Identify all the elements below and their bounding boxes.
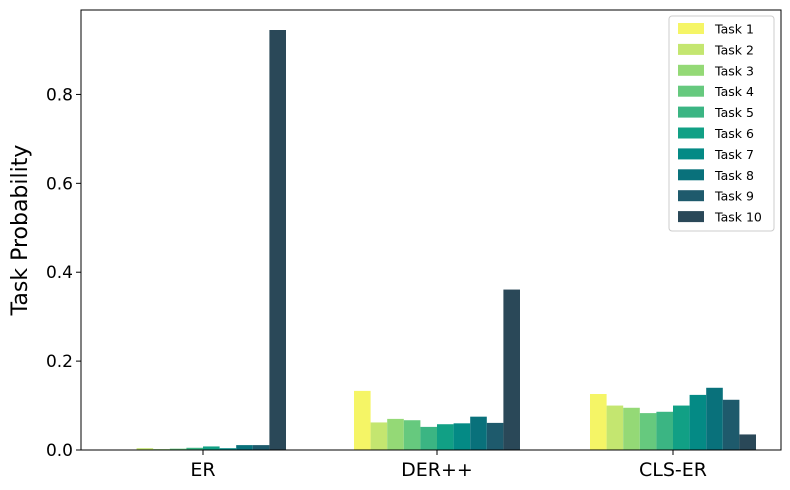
bar-task-8-der- [470,416,487,450]
x-tick-label: DER++ [401,459,473,481]
bar-task-10-cls-er [739,434,756,450]
y-axis: 0.0 0.2 0.4 0.6 0.8 [46,85,81,461]
legend-label: Task 8 [714,168,754,183]
bar-task-8-er [236,445,253,450]
legend-label: Task 10 [714,210,762,225]
bar-task-5-cls-er [656,411,673,450]
bar-task-10-er [269,30,286,450]
x-tick-label: CLS-ER [639,459,707,481]
y-tick-label: 0.2 [46,352,73,372]
bar-task-3-der- [387,418,404,450]
bar-task-2-er [136,448,154,450]
legend-label: Task 6 [714,126,754,141]
bar-task-2-cls-er [606,405,624,450]
legend-label: Task 1 [714,22,754,37]
legend-swatch [678,148,704,160]
legend-swatch [678,64,704,76]
bar-task-2-der- [370,422,388,450]
y-tick-label: 0.8 [46,85,73,105]
x-tick-label: ER [190,459,215,481]
bar-task-5-der- [420,426,437,450]
legend-label: Task 2 [714,42,754,57]
legend-swatch [678,127,704,139]
bar-task-9-cls-er [722,399,740,450]
x-axis: ER DER++ CLS-ER [190,450,707,481]
bar-task-1-cls-er [590,394,607,450]
legend-label: Task 3 [714,63,754,78]
bar-task-8-cls-er [706,387,723,450]
bar-task-6-er [203,446,220,450]
legend-swatch [678,106,704,118]
legend: Task 1 Task 2 Task 3 Task 4 Task 5 Task 6 Task… [668,15,775,232]
bar-task-10-der- [503,289,520,450]
bar-task-5-er [186,447,203,450]
bar-task-6-der- [437,424,454,450]
bar-task-1-der- [354,390,371,450]
y-tick-label: 0.6 [46,174,73,194]
plot-area [120,30,756,450]
legend-swatch [678,43,704,55]
legend-swatch [678,211,704,223]
legend-label: Task 4 [714,84,754,99]
y-tick-label: 0.4 [46,263,73,283]
bar-task-4-cls-er [639,413,657,450]
y-tick-label: 0.0 [46,441,73,461]
bar-task-3-cls-er [623,407,640,450]
legend-swatch [678,169,704,181]
bar-task-9-der- [486,422,504,450]
legend-swatch [678,190,704,202]
bar-task-7-er [219,448,237,450]
bar-task-7-der- [453,423,471,450]
axes-frame [80,9,782,451]
legend-label: Task 5 [714,105,754,120]
bar-task-9-er [252,445,270,450]
legend-swatch [678,23,704,34]
legend-label: Task 9 [714,189,754,204]
bar-task-7-cls-er [689,394,707,450]
legend-label: Task 7 [714,147,754,162]
legend-swatch [678,85,704,97]
bar-task-4-er [169,448,187,450]
bar-task-6-cls-er [673,405,690,450]
y-axis-label: Task Probability [8,145,33,317]
bar-task-4-der- [403,420,421,450]
